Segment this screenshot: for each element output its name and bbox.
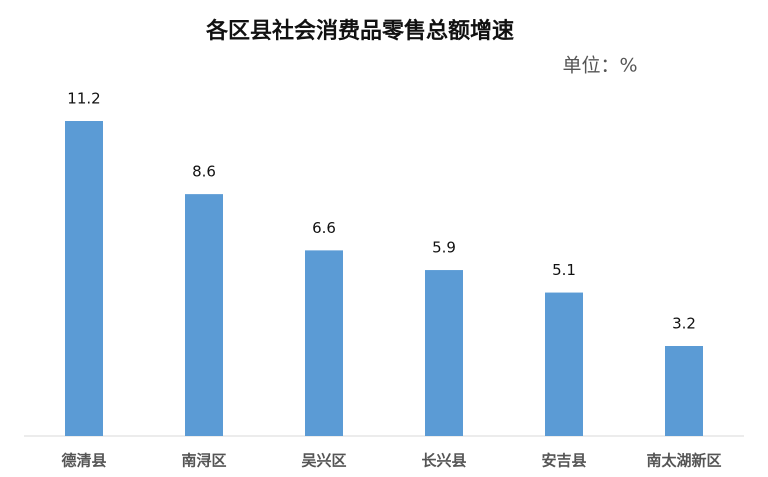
data-label: 11.2 <box>67 90 100 108</box>
x-tick-label: 南浔区 <box>181 452 226 470</box>
data-label: 5.9 <box>432 239 456 257</box>
x-tick-label: 德清县 <box>61 452 106 470</box>
bar <box>425 270 463 436</box>
bar <box>665 346 703 436</box>
x-tick-label: 南太湖新区 <box>646 452 721 470</box>
bar <box>545 292 583 436</box>
chart-title: 各区县社会消费品零售总额增速 <box>205 18 514 44</box>
bar <box>305 250 343 436</box>
data-label: 3.2 <box>672 315 696 333</box>
bar <box>65 121 103 436</box>
data-label: 8.6 <box>192 163 216 181</box>
x-tick-label: 吴兴区 <box>301 452 346 470</box>
x-tick-label: 安吉县 <box>541 452 586 470</box>
bar <box>185 194 223 436</box>
unit-label: 单位：% <box>562 55 637 77</box>
data-label: 6.6 <box>312 219 336 237</box>
x-tick-label: 长兴县 <box>421 452 466 470</box>
data-label: 5.1 <box>552 261 576 279</box>
